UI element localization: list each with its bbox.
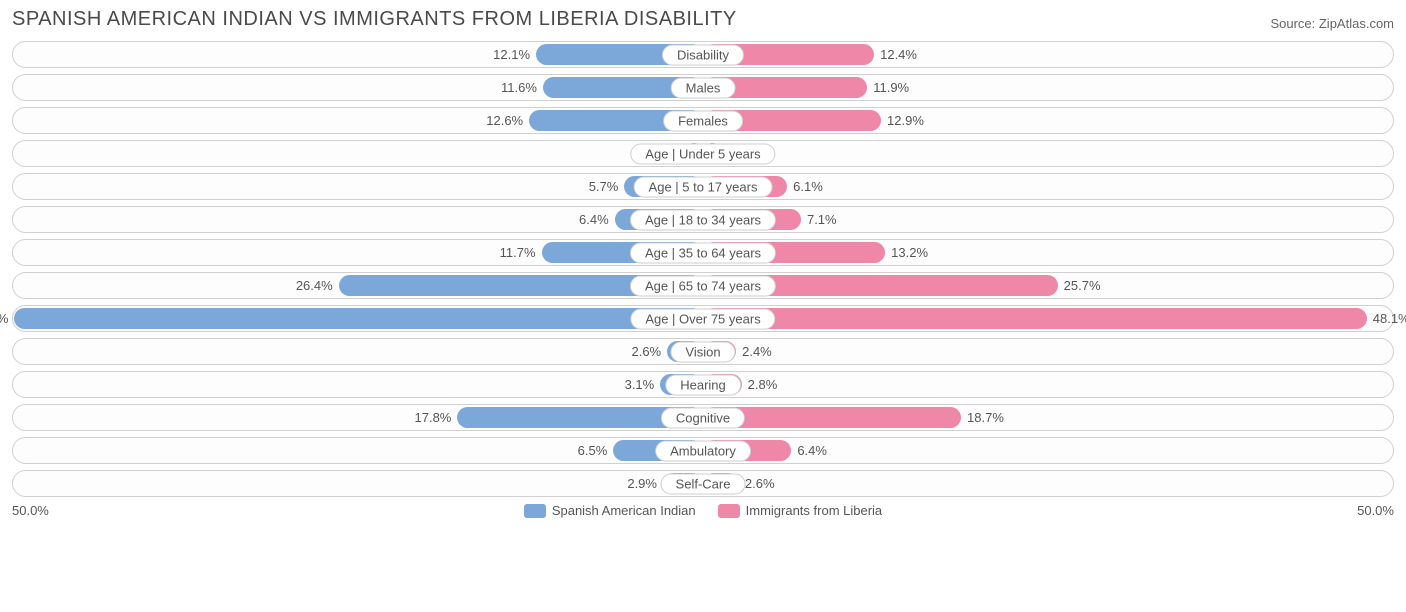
category-label: Age | Under 5 years <box>630 143 775 164</box>
category-label: Age | Over 75 years <box>630 308 775 329</box>
category-label: Disability <box>662 44 744 65</box>
legend-item-right: Immigrants from Liberia <box>718 503 883 518</box>
chart-row: 12.6% 12.9% Females <box>12 107 1394 134</box>
chart-source: Source: ZipAtlas.com <box>1270 16 1394 31</box>
chart-row: 5.7% 6.1% Age | 5 to 17 years <box>12 173 1394 200</box>
bar-left <box>14 308 703 329</box>
category-label: Hearing <box>665 374 741 395</box>
legend-label-left: Spanish American Indian <box>552 503 696 518</box>
chart-row: 12.1% 12.4% Disability <box>12 41 1394 68</box>
value-left: 3.1% <box>619 374 661 395</box>
chart-row: 3.1% 2.8%Hearing <box>12 371 1394 398</box>
category-label: Age | 65 to 74 years <box>630 275 776 296</box>
category-label: Males <box>671 77 736 98</box>
value-right: 13.2% <box>885 242 934 263</box>
value-left: 6.4% <box>573 209 615 230</box>
value-right: 25.7% <box>1058 275 1107 296</box>
diverging-bar-chart: 12.1% 12.4% Disability 11.6% 11.9% Males 12.6%… <box>12 41 1394 497</box>
value-right: 2.4% <box>736 341 778 362</box>
value-left: 6.5% <box>572 440 614 461</box>
category-label: Age | 35 to 64 years <box>630 242 776 263</box>
value-left: 2.6% <box>625 341 667 362</box>
category-label: Age | 5 to 17 years <box>634 176 773 197</box>
legend-label-right: Immigrants from Liberia <box>746 503 883 518</box>
bar-right <box>703 308 1367 329</box>
chart-row: 11.6% 11.9% Males <box>12 74 1394 101</box>
chart-row: 6.5% 6.4% Ambulatory <box>12 437 1394 464</box>
value-right: 6.4% <box>791 440 833 461</box>
value-left: 49.9% <box>0 308 14 329</box>
legend: Spanish American Indian Immigrants from … <box>524 503 882 518</box>
chart-row: 2.9%2.6%Self-Care <box>12 470 1394 497</box>
legend-swatch-left <box>524 504 546 518</box>
chart-row: 17.8% 18.7% Cognitive <box>12 404 1394 431</box>
value-left: 5.7% <box>583 176 625 197</box>
chart-row: 2.6% 2.4%Vision <box>12 338 1394 365</box>
chart-row: 26.4% 25.7% Age | 65 to 74 years <box>12 272 1394 299</box>
category-label: Self-Care <box>661 473 746 494</box>
value-left: 12.6% <box>480 110 529 131</box>
value-right: 48.1% <box>1367 308 1406 329</box>
axis-left-max: 50.0% <box>12 503 49 518</box>
chart-row: 6.4% 7.1% Age | 18 to 34 years <box>12 206 1394 233</box>
value-right: 6.1% <box>787 176 829 197</box>
axis-right-max: 50.0% <box>1357 503 1394 518</box>
category-label: Age | 18 to 34 years <box>630 209 776 230</box>
legend-swatch-right <box>718 504 740 518</box>
value-left: 11.6% <box>495 77 543 98</box>
chart-row: 1.3%1.4%Age | Under 5 years <box>12 140 1394 167</box>
value-right: 11.9% <box>867 77 915 98</box>
category-label: Cognitive <box>661 407 745 428</box>
category-label: Vision <box>670 341 735 362</box>
value-left: 2.9% <box>621 473 663 494</box>
chart-row: 11.7% 13.2% Age | 35 to 64 years <box>12 239 1394 266</box>
value-right: 12.9% <box>881 110 930 131</box>
value-right: 7.1% <box>801 209 843 230</box>
category-label: Females <box>663 110 743 131</box>
value-left: 26.4% <box>290 275 339 296</box>
value-right: 2.8% <box>742 374 784 395</box>
value-right: 12.4% <box>874 44 923 65</box>
legend-item-left: Spanish American Indian <box>524 503 696 518</box>
chart-title: SPANISH AMERICAN INDIAN VS IMMIGRANTS FR… <box>12 8 737 31</box>
chart-row: 49.9%48.1%Age | Over 75 years <box>12 305 1394 332</box>
category-label: Ambulatory <box>655 440 751 461</box>
value-left: 12.1% <box>487 44 536 65</box>
value-left: 17.8% <box>409 407 458 428</box>
value-left: 11.7% <box>494 242 542 263</box>
value-right: 18.7% <box>961 407 1010 428</box>
